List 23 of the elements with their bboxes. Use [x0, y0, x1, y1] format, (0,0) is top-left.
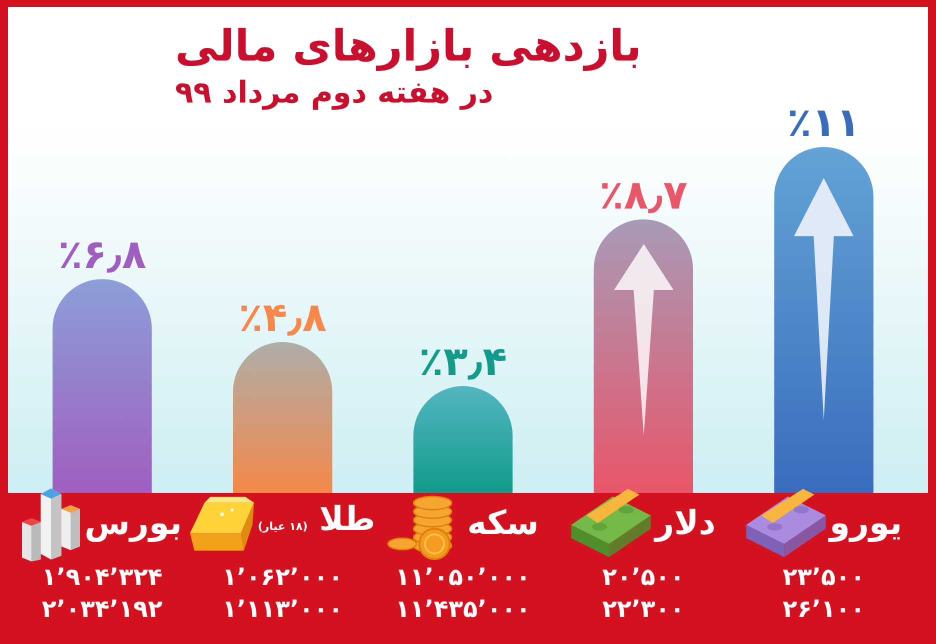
chart-subtitle: در هفته دوم مرداد ۹۹ — [175, 76, 494, 110]
data-label: ٪۱۱ — [787, 100, 860, 146]
data-label: ٪۸٫۷ — [599, 172, 688, 218]
bar — [52, 279, 152, 493]
text: ۱۱٬۴۳۵٬۰۰۰ — [394, 594, 532, 624]
x-tick-label: بورس — [84, 502, 182, 544]
data-label: ٪۴٫۸ — [238, 295, 327, 342]
text: ۲۳٬۵۰۰ — [782, 562, 866, 592]
data-label: ٪۶٫۸ — [58, 232, 146, 278]
text: ۲۰٬۵۰۰ — [601, 562, 686, 592]
text: ۱۱٬۰۵۰٬۰۰۰ — [394, 562, 532, 592]
text: ۲۲٬۳۰۰ — [601, 594, 686, 624]
text: ۲۶٬۱۰۰ — [782, 594, 866, 624]
x-tick-label: دلار — [655, 502, 716, 544]
chart-title: بازدهی بازارهای مالی — [175, 22, 642, 72]
x-tick-label: سکه — [467, 502, 539, 544]
data-label: ٪۳٫۴ — [418, 339, 508, 386]
x-tick-label: یورو — [830, 502, 902, 544]
text: ۱٬۹۰۴٬۳۲۴ — [40, 562, 164, 592]
text: ۱٬۱۱۳٬۰۰۰ — [221, 594, 344, 624]
text: ۱٬۰۶۲٬۰۰۰ — [221, 562, 344, 592]
x-tick-label: طلا (۱۸ عیار) — [258, 498, 376, 540]
text: ۲٬۰۳۴٬۱۹۲ — [40, 594, 164, 624]
